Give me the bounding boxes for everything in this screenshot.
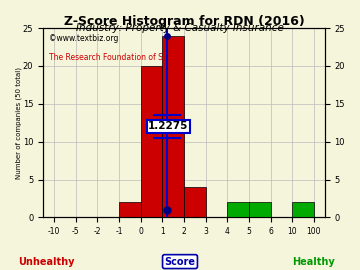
Text: The Research Foundation of SUNY: The Research Foundation of SUNY — [49, 53, 179, 62]
Bar — [227, 202, 249, 217]
Text: Score: Score — [165, 256, 195, 266]
Bar — [162, 36, 184, 217]
Bar — [249, 202, 271, 217]
Bar — [292, 202, 314, 217]
Bar — [184, 187, 206, 217]
Text: 1.2275: 1.2275 — [148, 122, 189, 131]
Title: Z-Score Histogram for RDN (2016): Z-Score Histogram for RDN (2016) — [64, 15, 304, 28]
Text: Healthy: Healthy — [292, 256, 334, 266]
Bar — [119, 202, 141, 217]
Y-axis label: Number of companies (50 total): Number of companies (50 total) — [15, 67, 22, 179]
Text: Unhealthy: Unhealthy — [19, 256, 75, 266]
Text: ©www.textbiz.org: ©www.textbiz.org — [49, 34, 118, 43]
Text: Industry: Property & Casualty Insurance: Industry: Property & Casualty Insurance — [76, 23, 284, 33]
Bar — [141, 66, 162, 217]
